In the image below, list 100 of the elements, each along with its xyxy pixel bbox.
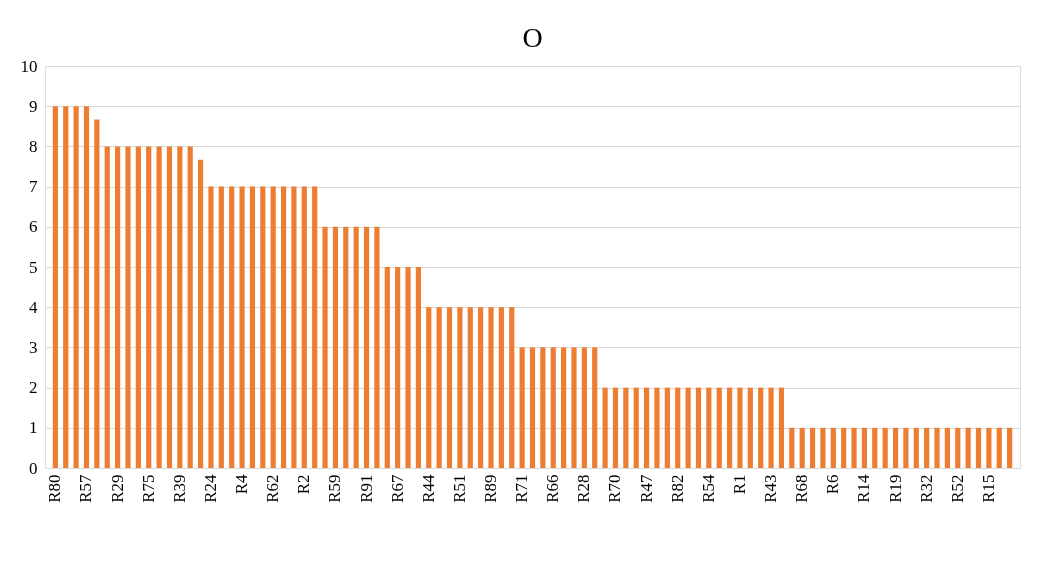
bar xyxy=(187,146,193,468)
x-tick-label: R89 xyxy=(481,474,501,503)
x-tick-label: R66 xyxy=(543,474,563,503)
bar xyxy=(488,307,494,468)
bar xyxy=(446,307,453,468)
bar xyxy=(301,186,307,468)
bar xyxy=(996,427,1002,468)
bar xyxy=(467,307,473,468)
bar xyxy=(322,226,328,468)
bar xyxy=(664,387,670,468)
bar xyxy=(592,347,598,468)
bar xyxy=(115,146,121,468)
bar xyxy=(602,387,608,468)
x-tick-label: R1 xyxy=(729,474,749,495)
x-tick-label: R57 xyxy=(76,474,96,503)
bar xyxy=(882,427,888,468)
bar xyxy=(716,387,722,468)
bar xyxy=(623,387,629,468)
bar xyxy=(550,347,556,468)
bar xyxy=(374,226,380,468)
bar xyxy=(353,226,359,468)
bar xyxy=(156,146,162,468)
x-tick-label: R67 xyxy=(387,474,407,503)
bar xyxy=(778,387,785,468)
bar xyxy=(799,427,805,468)
bar xyxy=(903,427,909,468)
bar xyxy=(73,106,79,468)
bar xyxy=(415,267,421,468)
x-tick-label: R15 xyxy=(978,474,998,503)
x-tick-label: R51 xyxy=(449,474,469,503)
y-tick-label: 1 xyxy=(29,418,38,438)
bar xyxy=(436,307,442,468)
bar xyxy=(685,387,691,468)
bar xyxy=(571,347,577,468)
x-tick-label: R68 xyxy=(792,474,812,503)
x-tick-label: R19 xyxy=(885,474,905,503)
bar xyxy=(892,427,899,468)
bar xyxy=(809,427,816,468)
bar xyxy=(768,387,774,468)
x-tick-label: R54 xyxy=(698,474,718,503)
bar xyxy=(695,387,702,468)
chart-title: O xyxy=(522,22,543,53)
bar xyxy=(851,427,857,468)
bar xyxy=(612,387,619,468)
y-tick-label: 5 xyxy=(29,257,38,277)
bar xyxy=(197,159,204,468)
bar xyxy=(395,267,401,468)
y-tick-label: 6 xyxy=(29,217,38,237)
bar xyxy=(675,387,681,468)
x-tick-label: R52 xyxy=(947,474,967,503)
bar xyxy=(52,106,58,468)
x-tick-label: R82 xyxy=(667,474,687,503)
bar xyxy=(706,387,712,468)
x-tick-label: R59 xyxy=(325,474,345,503)
x-tick-label: R70 xyxy=(605,474,625,503)
bar xyxy=(229,186,235,468)
x-tick-label: R43 xyxy=(761,474,781,503)
y-tick-label: 4 xyxy=(29,297,38,317)
bar xyxy=(644,387,650,468)
bar xyxy=(540,347,546,468)
bar xyxy=(924,427,930,468)
bar xyxy=(986,427,992,468)
x-tick-label: R14 xyxy=(854,474,874,503)
bar xyxy=(737,387,743,468)
bar xyxy=(519,347,525,468)
bar xyxy=(343,226,349,468)
bar xyxy=(581,347,587,468)
x-tick-label: R29 xyxy=(107,474,127,503)
bar xyxy=(457,307,463,468)
y-tick-label: 3 xyxy=(29,337,38,357)
bar xyxy=(63,106,69,468)
bar xyxy=(758,387,764,468)
bar xyxy=(789,427,795,468)
bar xyxy=(239,186,245,468)
bar xyxy=(975,427,982,468)
x-tick-label: R4 xyxy=(232,474,252,495)
bar xyxy=(747,387,753,468)
bar xyxy=(332,226,339,468)
bar xyxy=(146,146,152,468)
bar xyxy=(654,387,660,468)
bar xyxy=(249,186,256,468)
y-tick-label: 8 xyxy=(29,136,38,156)
x-tick-label: R24 xyxy=(200,474,220,503)
x-tick-label: R71 xyxy=(512,474,532,503)
bar xyxy=(561,347,567,468)
bar xyxy=(218,186,224,468)
bar xyxy=(861,427,868,468)
x-tick-label: R6 xyxy=(823,474,843,495)
y-tick-label: 9 xyxy=(29,96,38,116)
bar xyxy=(104,146,110,468)
bar xyxy=(944,427,950,468)
bar xyxy=(384,267,390,468)
x-tick-label: R28 xyxy=(574,474,594,503)
bar xyxy=(94,119,100,468)
bar xyxy=(872,427,878,468)
bar xyxy=(913,427,919,468)
bar xyxy=(312,186,318,468)
bar xyxy=(426,307,432,468)
x-tick-label: R44 xyxy=(418,474,438,503)
x-tick-label: R39 xyxy=(169,474,189,503)
